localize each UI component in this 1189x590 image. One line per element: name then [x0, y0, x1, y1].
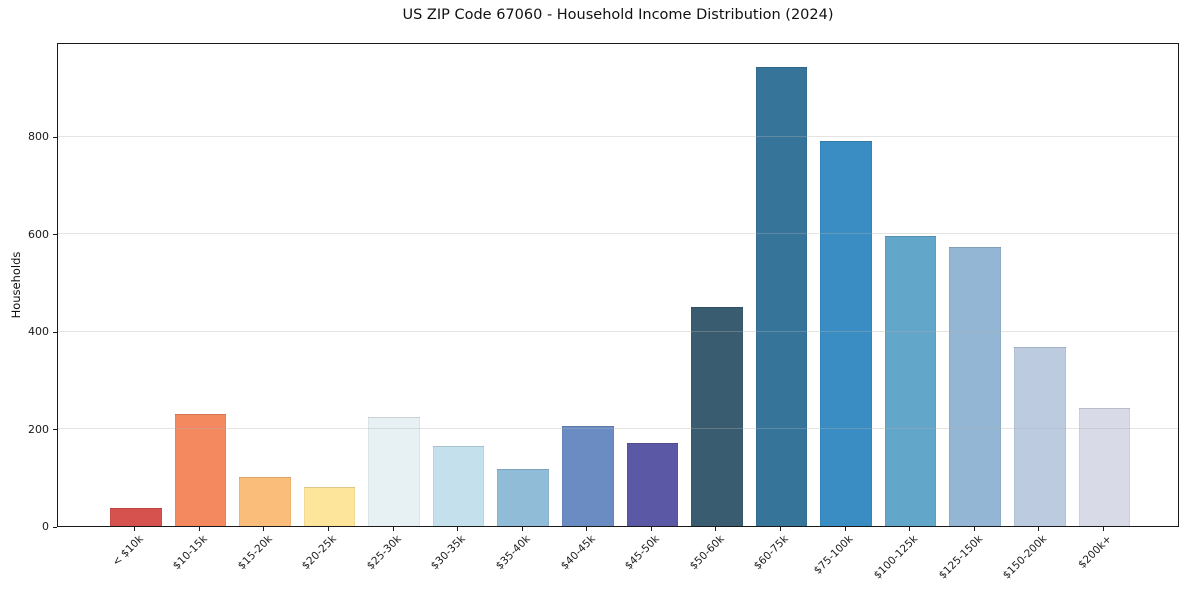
x-tick-label-3: $20-25k	[299, 533, 340, 573]
x-tick-mark-3	[328, 527, 329, 531]
x-tick-mark-9	[715, 527, 717, 531]
x-tick-label-7: $40-45k	[558, 533, 598, 573]
x-tick-mark-11	[844, 527, 846, 531]
x-tick-label-13: $125-150k	[936, 533, 985, 582]
bar-150-200k	[1013, 346, 1066, 526]
gridline-y-800	[58, 135, 1178, 137]
x-tick-label-6: $35-40k	[493, 533, 533, 573]
y-tick-mark-0	[53, 526, 57, 528]
y-tick-label-800: 800	[28, 130, 49, 144]
x-tick-label-5: $30-35k	[429, 533, 469, 573]
bar-35-40k	[497, 468, 550, 526]
x-tick-mark-12	[909, 527, 911, 531]
x-tick-mark-13	[973, 527, 975, 531]
x-tick-mark-5	[457, 527, 459, 531]
x-tick-label-2: $15-20k	[235, 533, 275, 573]
x-tick-mark-8	[650, 527, 652, 531]
bar-25-30k	[368, 417, 420, 526]
y-tick-mark-600	[53, 234, 57, 236]
x-tick-label-8: $45-50k	[622, 533, 662, 573]
y-tick-label-0: 0	[42, 520, 49, 533]
x-tick-label-9: $50-60k	[687, 533, 727, 573]
y-axis-label: Households	[9, 251, 23, 319]
bar-40-45k	[561, 426, 614, 526]
x-tick-label-4: $25-30k	[364, 533, 404, 573]
bar-15-20k	[239, 477, 291, 526]
x-tick-label-15: $200k+	[1075, 533, 1114, 571]
bar-45-50k	[626, 443, 679, 526]
x-tick-label-0: < $10k	[109, 533, 146, 569]
x-tick-mark-10	[780, 527, 781, 531]
y-tick-mark-400	[53, 331, 57, 333]
x-tick-mark-7	[586, 527, 588, 531]
bar-10k	[109, 507, 162, 526]
bar-60-75k	[755, 66, 808, 526]
x-tick-mark-2	[263, 527, 265, 531]
bar-10-15k	[174, 413, 227, 526]
gridline-y-200	[58, 428, 1178, 430]
x-tick-mark-15	[1102, 527, 1104, 531]
gridline-y-600	[58, 233, 1178, 235]
bar-20-25k	[303, 487, 356, 526]
x-tick-label-11: $75-100k	[811, 533, 856, 577]
y-tick-label-600: 600	[28, 227, 49, 241]
x-tick-mark-0	[134, 527, 136, 531]
x-tick-label-12: $100-125k	[871, 533, 921, 582]
bar-200k	[1078, 407, 1131, 526]
chart-title: US ZIP Code 67060 - Household Income Dis…	[402, 7, 834, 23]
x-tick-mark-14	[1038, 527, 1040, 531]
x-tick-label-14: $150-200k	[1000, 533, 1050, 582]
bar-125-150k	[949, 247, 1002, 526]
x-tick-label-1: $10-15k	[170, 533, 210, 573]
bar-50-60k	[691, 306, 743, 526]
bar-100-125k	[884, 235, 937, 526]
y-tick-label-400: 400	[28, 325, 49, 339]
y-tick-mark-200	[53, 429, 57, 431]
plot-area	[57, 43, 1179, 527]
y-tick-label-200: 200	[28, 422, 49, 436]
gridline-y-400	[58, 330, 1178, 332]
bar-30-35k	[432, 446, 485, 526]
bar-75-100k	[820, 140, 872, 526]
x-tick-mark-4	[392, 527, 394, 531]
y-tick-mark-800	[53, 136, 57, 138]
x-tick-mark-6	[521, 527, 523, 531]
x-tick-label-10: $60-75k	[751, 533, 791, 573]
x-tick-mark-1	[198, 527, 200, 531]
